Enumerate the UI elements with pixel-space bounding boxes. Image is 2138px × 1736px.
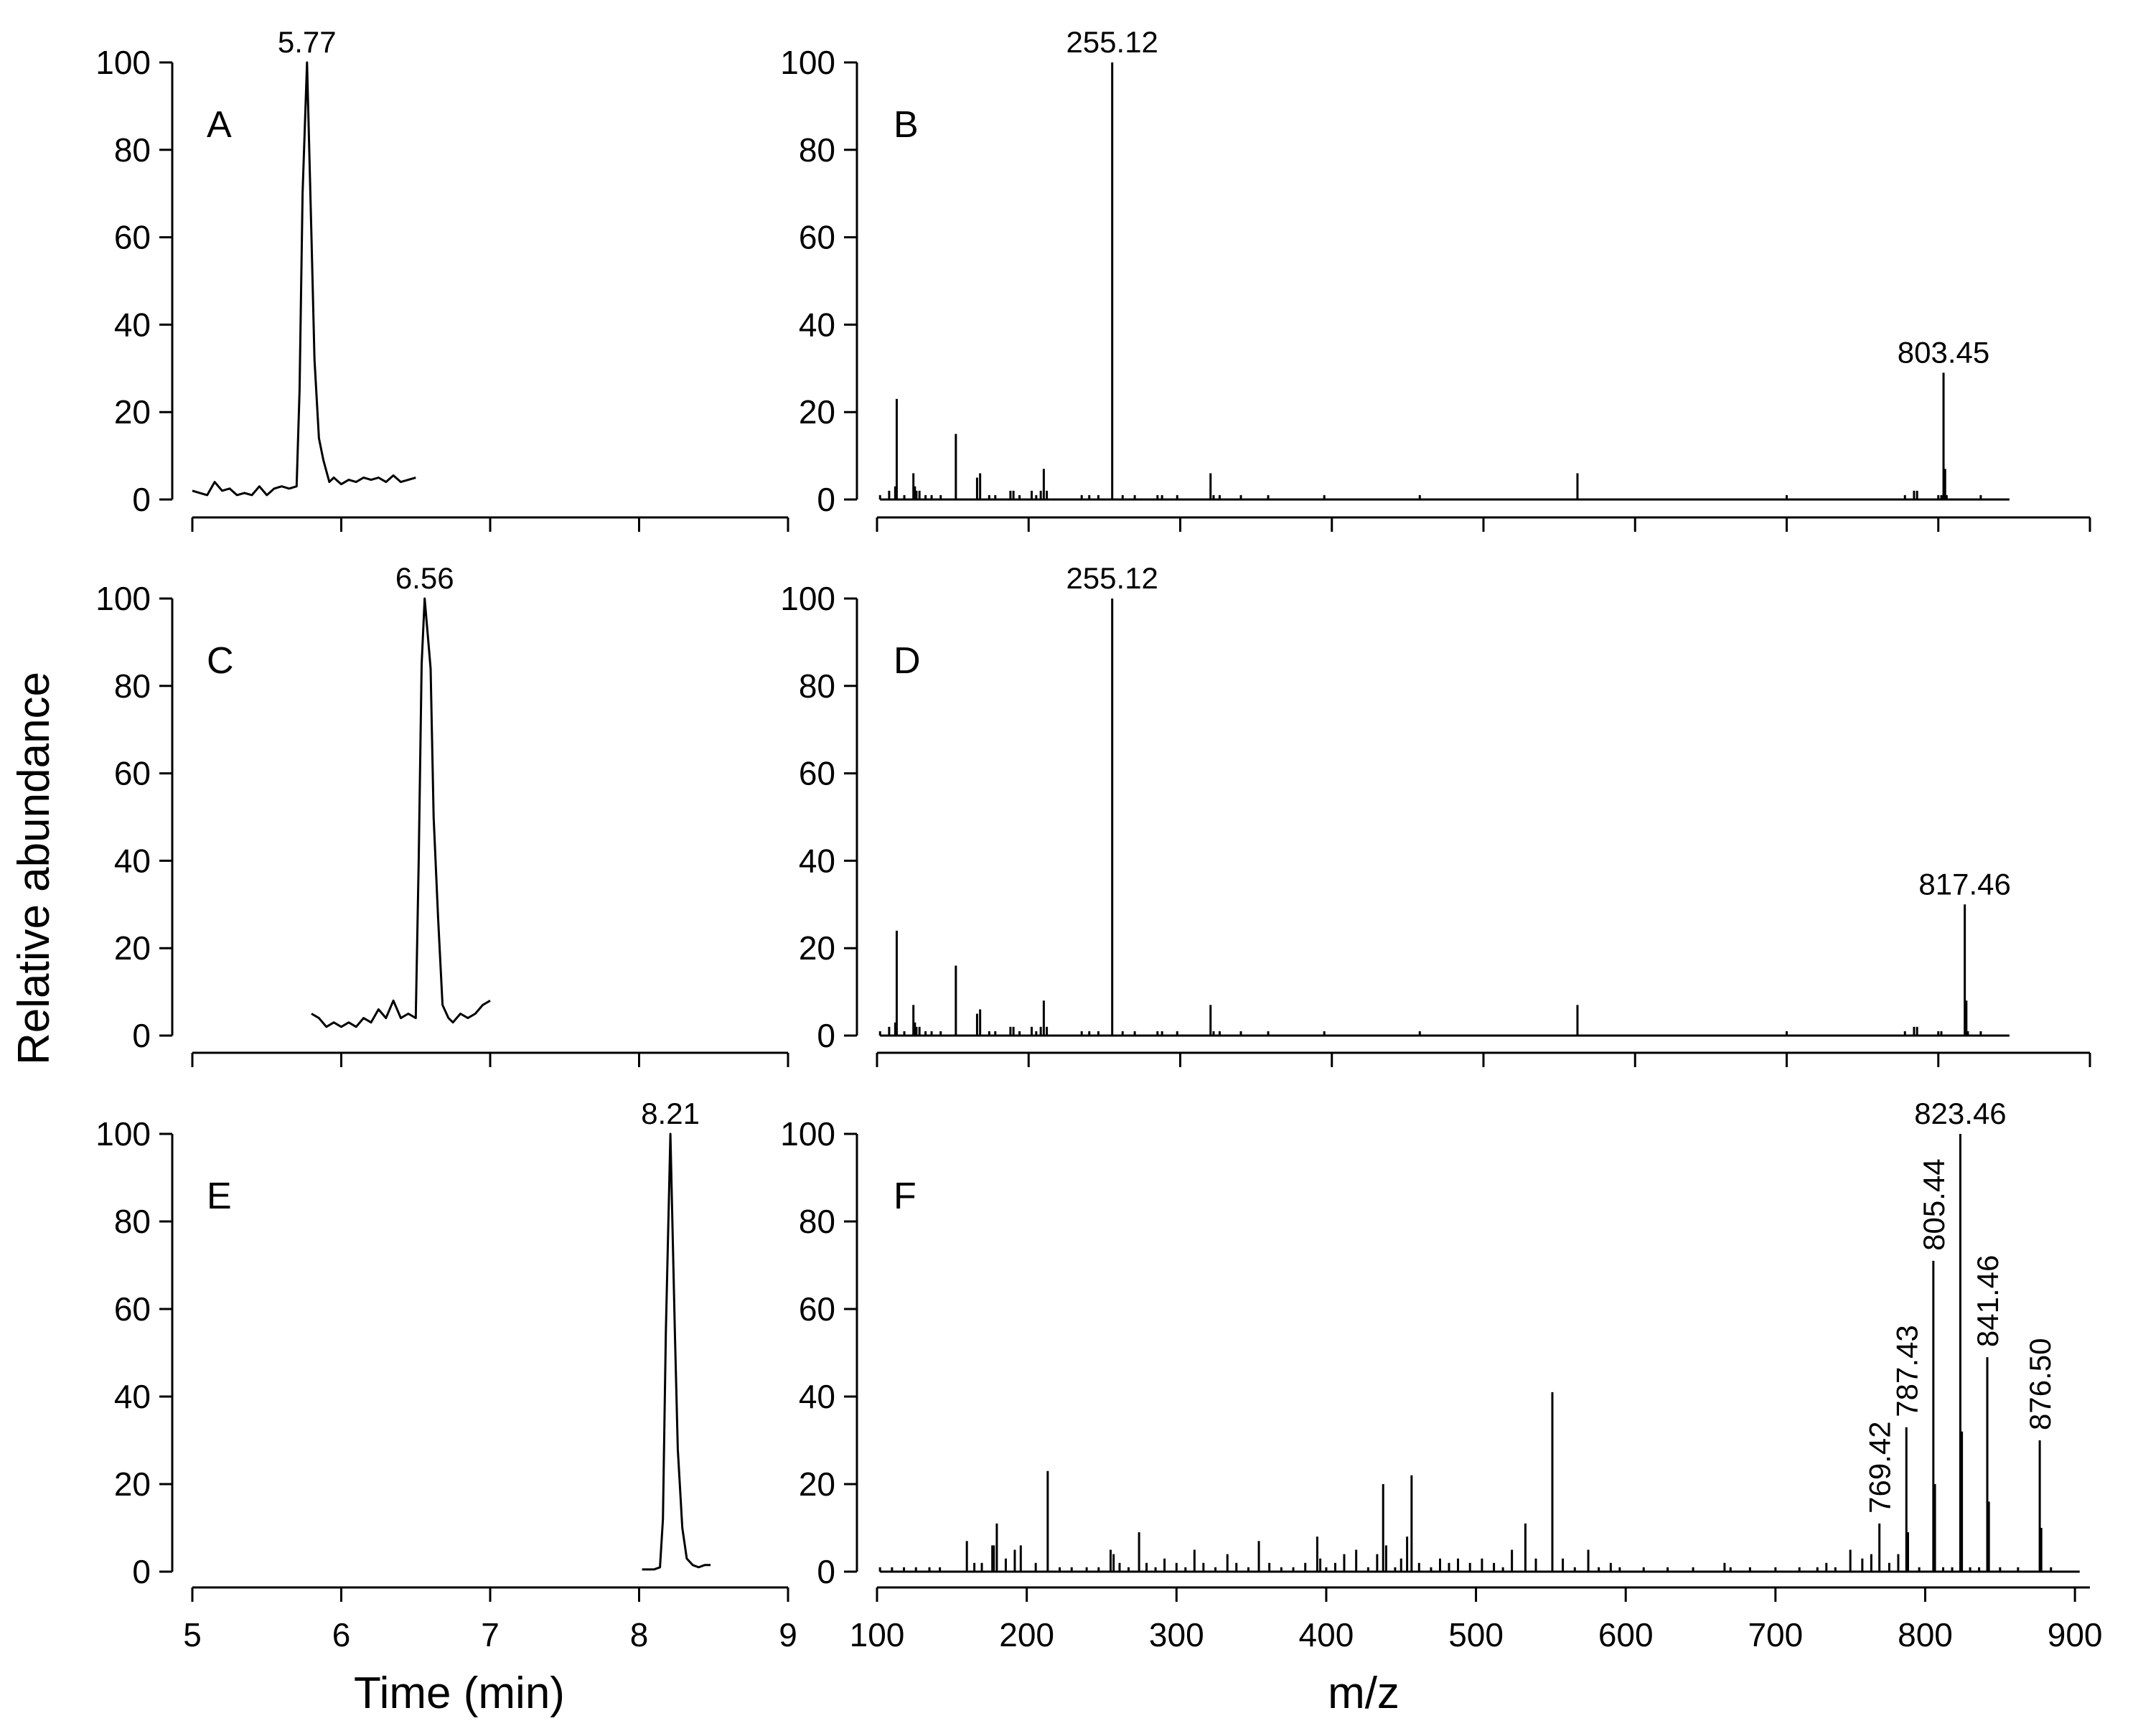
y-tick-label-d: 20 [799, 929, 835, 967]
panel-e: 0 20 40 60 80 100 5 6 7 8 9 E 8.21 [95, 1097, 797, 1653]
y-tick-label-e: 40 [114, 1378, 151, 1415]
chromatogram-line-e [642, 1132, 711, 1571]
panel-f: 0 20 40 60 80 100 100 200 300 400 500 600 700 800 900 F… [780, 1097, 2102, 1653]
peak-label-f: 787.43 [1890, 1325, 1923, 1417]
y-tick-label-d: 40 [799, 842, 835, 879]
y-tick-label-f: 80 [799, 1203, 835, 1240]
y-tick-label-e: 100 [95, 1115, 151, 1153]
y-axis-title: Relative abundance [9, 672, 59, 1065]
y-tick-label-e: 60 [114, 1290, 151, 1328]
peak-label-e: 8.21 [641, 1097, 700, 1130]
panel-letter-b: B [894, 104, 919, 146]
peak-label-d: 817.46 [1918, 867, 2010, 901]
y-tick-label-a: 80 [114, 131, 151, 169]
peak-label-c: 6.56 [395, 561, 454, 595]
panel-d: 0 20 40 60 80 100 D 255.12 817.46 [780, 561, 2091, 1067]
chromatogram-line-c [311, 597, 491, 1028]
x-tick-label-e: 9 [779, 1616, 797, 1653]
y-tick-label-c: 20 [114, 929, 151, 967]
x-tick-label-f: 300 [1149, 1616, 1204, 1653]
y-tick-label-e: 20 [114, 1465, 151, 1503]
y-tick-label-d: 60 [799, 755, 835, 792]
peak-label-d: 255.12 [1066, 561, 1158, 595]
panel-letter-d: D [894, 640, 921, 682]
y-tick-label-b: 100 [780, 44, 835, 81]
y-tick-label-a: 0 [132, 481, 151, 518]
y-tick-label-f: 20 [799, 1465, 835, 1503]
y-tick-label-c: 100 [95, 580, 151, 617]
peak-label-b: 803.45 [1898, 335, 1989, 369]
y-tick-label-d: 0 [817, 1017, 835, 1054]
y-tick-label-c: 60 [114, 755, 151, 792]
y-tick-label-f: 60 [799, 1290, 835, 1328]
y-tick-label-b: 80 [799, 131, 835, 169]
x-tick-label-e: 7 [481, 1616, 500, 1653]
panel-letter-f: F [894, 1176, 916, 1217]
x-tick-label-e: 8 [630, 1616, 649, 1653]
panel-letter-a: A [207, 104, 232, 146]
x-tick-label-f: 700 [1748, 1616, 1803, 1653]
panel-letter-e: E [207, 1176, 232, 1217]
x-tick-label-f: 600 [1598, 1616, 1654, 1653]
y-tick-label-d: 100 [780, 580, 835, 617]
y-tick-label-c: 40 [114, 842, 151, 879]
y-tick-label-b: 0 [817, 481, 835, 518]
x-tick-label-f: 500 [1448, 1616, 1504, 1653]
x-tick-label-e: 6 [332, 1616, 351, 1653]
y-tick-label-c: 80 [114, 667, 151, 705]
peak-label-f: 876.50 [2023, 1338, 2057, 1430]
plot-panels: 020406080100A5.77020406080100B255.12803.… [95, 25, 2102, 1653]
peak-label-b: 255.12 [1066, 25, 1158, 59]
peak-label-f: 823.46 [1914, 1097, 2006, 1130]
y-tick-label-b: 60 [799, 219, 835, 256]
y-tick-label-f: 40 [799, 1378, 835, 1415]
x-axis-title-time: Time (min) [354, 1669, 565, 1718]
y-tick-label-b: 40 [799, 306, 835, 343]
peak-label-a: 5.77 [278, 25, 337, 59]
y-tick-label-a: 20 [114, 393, 151, 431]
y-tick-label-f: 0 [817, 1553, 835, 1590]
peak-label-f: 841.46 [1971, 1255, 2005, 1347]
y-tick-label-e: 0 [132, 1553, 151, 1590]
x-tick-label-e: 5 [183, 1616, 202, 1653]
panel-letter-c: C [207, 640, 234, 682]
y-tick-label-a: 60 [114, 219, 151, 256]
x-tick-label-f: 800 [1898, 1616, 1953, 1653]
x-tick-label-f: 200 [999, 1616, 1054, 1653]
x-tick-label-f: 900 [2048, 1616, 2103, 1653]
panel-a: 0 20 40 60 80 100 A 5.77 [95, 25, 789, 532]
y-tick-label-e: 80 [114, 1203, 151, 1240]
y-tick-label-d: 80 [799, 667, 835, 705]
x-tick-label-f: 400 [1299, 1616, 1354, 1653]
x-tick-label-f: 100 [850, 1616, 905, 1653]
y-tick-label-f: 100 [780, 1115, 835, 1153]
peak-label-f: 769.42 [1863, 1421, 1897, 1513]
y-tick-label-c: 0 [132, 1017, 151, 1054]
y-tick-label-a: 100 [95, 44, 151, 81]
panel-c: 0 20 40 60 80 100 C 6.56 [95, 561, 789, 1067]
y-tick-label-a: 40 [114, 306, 151, 343]
panel-b: 0 20 40 60 80 100 B 255.12 803.45 [780, 25, 2091, 532]
chromatogram-line-a [192, 61, 416, 497]
x-axis-title-mz: m/z [1328, 1669, 1399, 1718]
peak-label-f: 805.44 [1917, 1158, 1951, 1250]
y-tick-label-b: 20 [799, 393, 835, 431]
